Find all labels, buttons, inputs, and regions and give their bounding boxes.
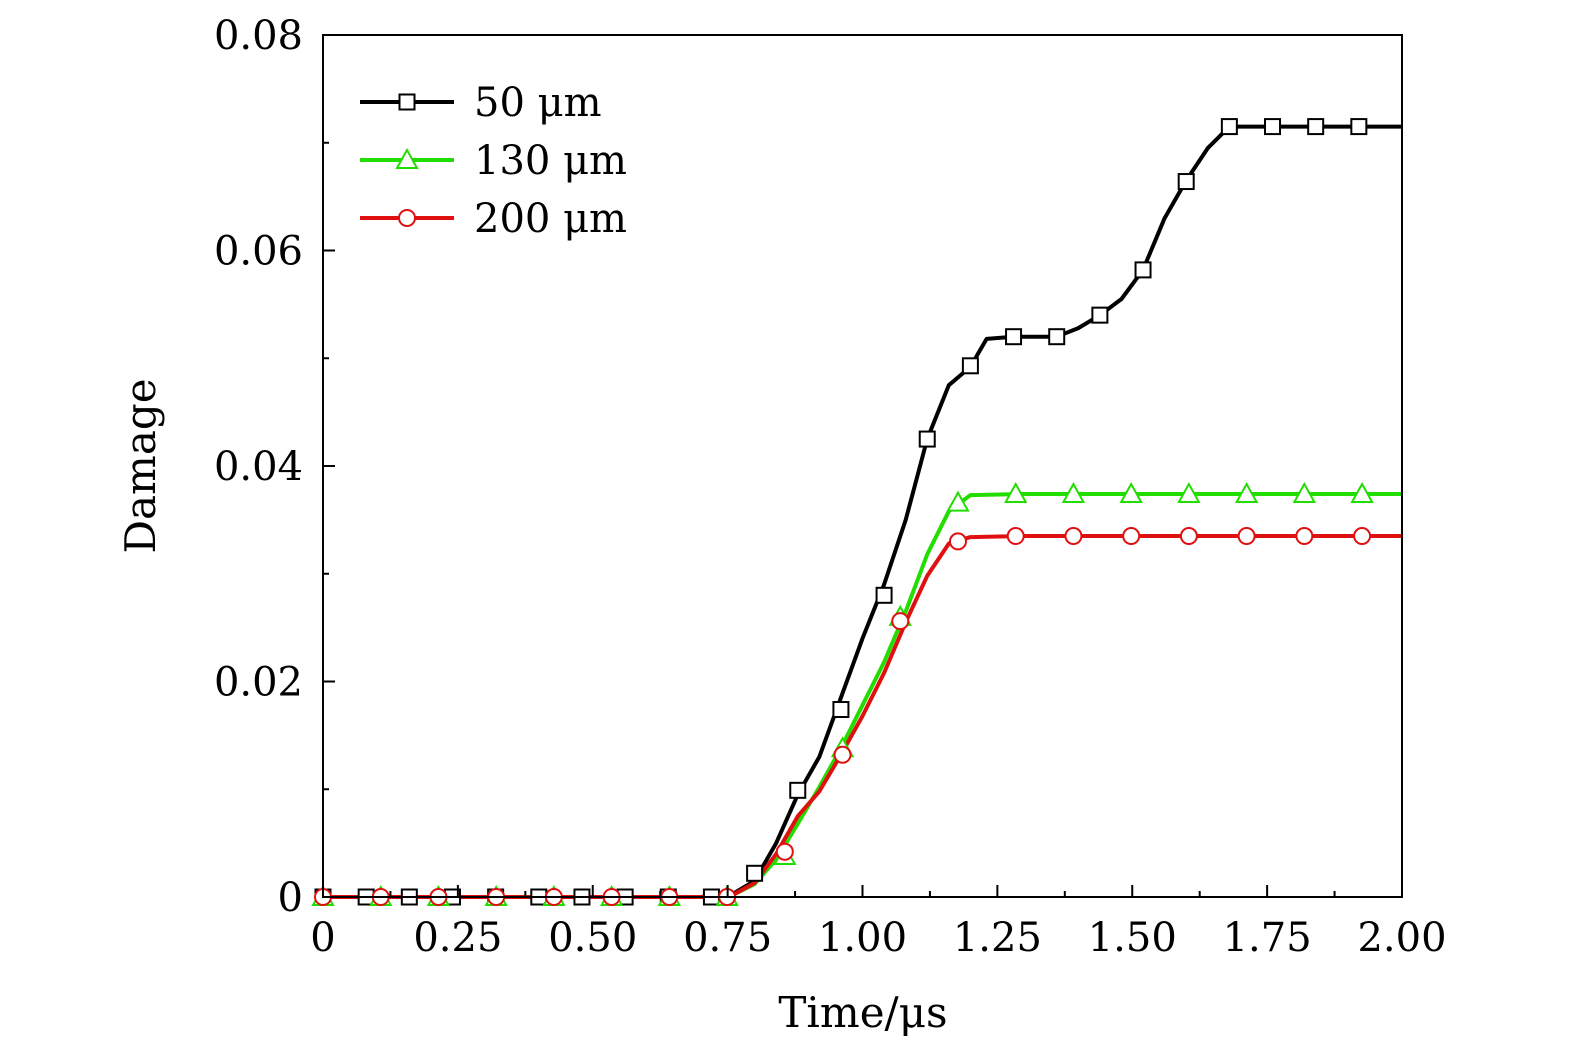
y-tick-label-0: 0: [278, 875, 303, 921]
series-1-point-18: [1048, 328, 1066, 346]
series-1-point-14: [875, 586, 893, 604]
x-tick-label-7: 1.75: [1223, 915, 1312, 961]
series-2-point-16: [1177, 481, 1201, 504]
series-2-point-12: [946, 490, 970, 512]
x-tick-label-4: 1.00: [818, 915, 907, 961]
series-line-2: [323, 492, 1402, 899]
series-1-point-25: [1350, 118, 1368, 136]
series-line-1: [323, 124, 1402, 899]
series-1-point-13: [832, 701, 850, 719]
x-tick-label-3: 0.75: [683, 915, 772, 961]
series-3-point-17: [1237, 527, 1256, 546]
series-3-point-9: [775, 842, 794, 861]
series-2-point-14: [1061, 481, 1086, 504]
x-tick-label-0: 0: [310, 915, 335, 961]
series-1-point-20: [1134, 261, 1152, 279]
y-tick-label-3: 0.06: [214, 229, 303, 275]
y-axis-title: Damage: [116, 378, 165, 553]
x-tick-label-8: 2.00: [1357, 915, 1446, 961]
y-tick-label-4: 0.08: [214, 13, 303, 59]
series-3-point-15: [1122, 527, 1141, 546]
legend-label-3: 200 μm: [474, 196, 627, 242]
series-line-3: [323, 534, 1402, 899]
series-2-point-13: [1004, 481, 1028, 504]
series-3-point-13: [1006, 527, 1025, 546]
legend-marker-2: [395, 147, 419, 169]
x-tick-label-2: 0.50: [548, 915, 637, 961]
series-1-point-19: [1091, 306, 1109, 324]
series-3-point-10: [833, 745, 852, 764]
axes: 0 0.25 0.50 0.75 1.00 1.25 1.50 1.75 2.00 0 0.02 0.…: [214, 13, 1447, 961]
series-1-point-23: [1264, 118, 1282, 136]
series-3-point-18: [1295, 527, 1314, 546]
y-tick-label-1: 0.02: [214, 660, 303, 706]
x-tick-label-6: 1.50: [1088, 915, 1177, 961]
x-tick-label-1: 0.25: [413, 915, 502, 961]
series-3-point-14: [1064, 527, 1083, 546]
series-3-point-12: [948, 532, 967, 551]
series-1-point-12: [789, 781, 807, 799]
series-1-point-17: [1005, 328, 1023, 346]
series-1-point-24: [1307, 118, 1325, 136]
legend: 50 μm 130 μm 200 μm: [360, 80, 627, 242]
legend-label-1: 50 μm: [474, 80, 602, 126]
series-1-point-15: [918, 430, 936, 448]
series-2-point-19: [1350, 481, 1374, 504]
legend-label-2: 130 μm: [474, 138, 627, 184]
legend-marker-3: [398, 209, 416, 227]
series-1-point-11: [746, 864, 764, 882]
series-2-point-18: [1292, 481, 1317, 504]
series-1-point-22: [1220, 118, 1238, 136]
series-1-point-21: [1177, 173, 1195, 191]
y-tick-label-2: 0.04: [214, 444, 303, 490]
series-2-point-15: [1119, 481, 1143, 504]
x-axis-title: Time/μs: [778, 988, 947, 1037]
series-3-point-19: [1353, 527, 1372, 546]
series-3-point-16: [1179, 527, 1198, 546]
series-2-point-17: [1234, 481, 1259, 504]
legend-marker-1: [398, 93, 416, 111]
series-3-point-11: [891, 612, 910, 631]
x-tick-label-5: 1.25: [953, 915, 1042, 961]
series-1-point-16: [961, 357, 979, 375]
